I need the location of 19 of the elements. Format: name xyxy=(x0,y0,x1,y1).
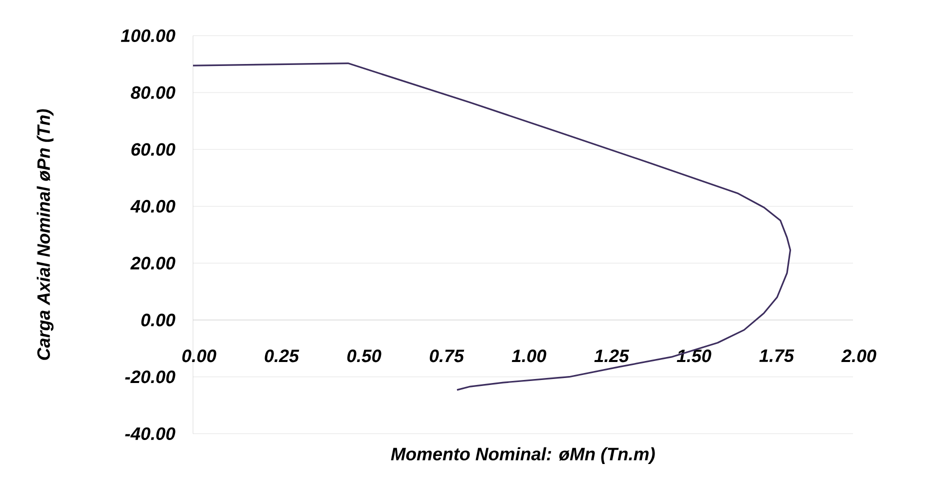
y-tick-label: -20.00 xyxy=(125,370,176,384)
x-axis-title: Momento Nominal: øMn (Tn.m) xyxy=(390,447,655,464)
x-tick-label: 1.00 xyxy=(512,350,546,362)
y-tick-label: 60.00 xyxy=(131,143,176,156)
y-tick-label: 100.00 xyxy=(120,29,176,42)
y-tick-label: 80.00 xyxy=(130,86,176,99)
x-tick-label: 0.50 xyxy=(347,350,382,362)
x-tick-label: 1.25 xyxy=(594,350,630,362)
x-tick-label: 1.75 xyxy=(759,350,794,362)
x-tick-label: 2.00 xyxy=(841,350,876,362)
x-tick-label: 0.75 xyxy=(430,350,464,362)
x-tick-label: 1.50 xyxy=(676,350,712,362)
y-tick-label: 20.00 xyxy=(130,256,176,270)
y-tick-label: 40.00 xyxy=(130,200,176,213)
x-tick-label: 0.25 xyxy=(264,350,300,362)
x-tick-label: 0.00 xyxy=(182,350,216,362)
y-tick-label: 0.00 xyxy=(141,314,176,326)
y-tick-label: -40.00 xyxy=(125,427,176,440)
y-axis-title: Carga Axial Nominal øPn (Tn) xyxy=(36,109,54,360)
